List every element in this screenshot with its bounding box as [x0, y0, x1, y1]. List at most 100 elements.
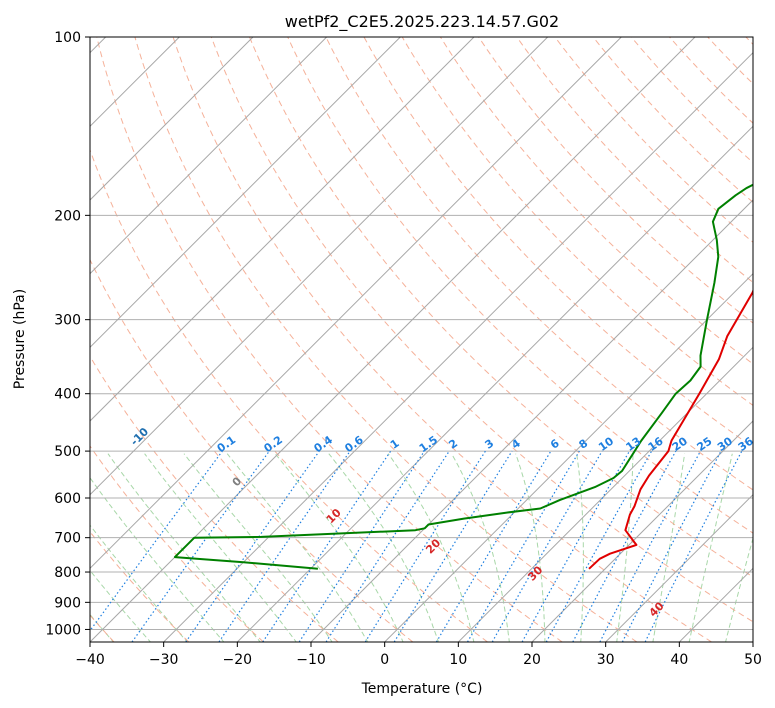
mixing-ratio-line: [298, 450, 425, 642]
mixing-ratio-lines: [90, 450, 743, 642]
dry-adiabat-line: [90, 148, 488, 642]
dry-adiabats: [90, 37, 753, 642]
x-tick-label: 50: [744, 652, 762, 668]
mixing-ratio-line: [435, 450, 552, 642]
isotherm-line: [90, 37, 254, 201]
dry-adiabat-line: [134, 37, 638, 642]
dry-adiabat-line: [90, 258, 414, 642]
moist-adiabats: [90, 453, 753, 642]
profile-series: [173, 183, 753, 570]
dry-adiabat-line: [554, 37, 753, 243]
mixing-ratio-label: 1.5: [417, 433, 440, 455]
x-tick-label: −10: [296, 652, 326, 668]
moist-adiabat-line: [688, 453, 733, 642]
x-tick-label: −20: [223, 652, 253, 668]
moist-adiabat-line: [576, 453, 584, 642]
x-tick-label: −30: [149, 652, 179, 668]
isotherm-line: [90, 37, 549, 496]
isotherm-line: [752, 641, 753, 642]
mixing-ratio-label: 2: [446, 437, 460, 452]
temperature-profile-line: [588, 288, 753, 570]
isotherm-line: [236, 125, 753, 642]
mixing-ratio-line: [572, 450, 677, 642]
isotherm-line: [531, 420, 753, 642]
mixing-ratio-line: [218, 450, 351, 642]
moist-adiabat-line: [328, 453, 440, 642]
isotherm-gridlines: [90, 37, 753, 642]
dry-adiabat-line: [172, 37, 712, 642]
dry-adiabat-line: [707, 37, 753, 85]
dry-adiabat-line: [325, 37, 753, 491]
dry-adiabat-line: [90, 531, 190, 642]
mixing-ratio-label: 36: [736, 434, 756, 454]
y-tick-label: 800: [54, 565, 81, 581]
mixing-ratio-line: [262, 450, 392, 642]
y-tick-label: 300: [54, 313, 81, 329]
dry-adiabat-label: 10: [324, 506, 344, 526]
isobar-gridlines: [90, 37, 753, 630]
mixing-ratio-line: [185, 450, 320, 642]
mixing-ratio-label: 0.1: [215, 433, 238, 455]
x-tick-label: 20: [523, 652, 541, 668]
dry-adiabat-line: [249, 37, 753, 578]
dry-adiabat-line: [210, 37, 753, 623]
dewpoint-profile-line: [173, 183, 753, 570]
isotherm-line: [90, 37, 475, 422]
isotherm-line: [90, 37, 328, 275]
moist-adiabat-line: [90, 476, 225, 642]
dry-adiabat-line: [439, 37, 753, 365]
dry-adiabat-line: [745, 37, 753, 46]
moist-adiabat-line: [725, 536, 753, 642]
y-tick-label: 900: [54, 595, 81, 611]
x-axis: −40 −30 −20 −10 0 10 20 30 40 50: [75, 642, 762, 668]
isotherm-line: [90, 37, 622, 570]
moist-adiabat-line: [387, 453, 475, 642]
isotherm-line: [310, 199, 753, 642]
y-tick-label: 400: [54, 387, 81, 403]
y-axis: 100 200 300 400 500 600 700 800 900 1000: [45, 30, 90, 638]
dry-adiabat-label: 30: [525, 563, 545, 583]
moist-adiabat-line: [90, 524, 188, 642]
mixing-ratio-label: 0.6: [342, 433, 366, 455]
moist-adiabat-line: [515, 453, 546, 642]
x-tick-label: 30: [597, 652, 615, 668]
isotherm-line: [90, 37, 401, 349]
isotherm-line: [605, 493, 753, 642]
moist-adiabat-line: [183, 453, 333, 642]
x-axis-label: Temperature (°C): [361, 681, 483, 697]
mixing-ratio-label: 4: [509, 437, 523, 452]
mixing-ratio-line: [90, 450, 223, 632]
isotherm-line: [384, 272, 753, 642]
mixing-ratio-line: [644, 450, 743, 642]
x-tick-label: 0: [380, 652, 389, 668]
y-tick-label: 700: [54, 531, 81, 547]
x-tick-label: −40: [75, 652, 105, 668]
dry-adiabat-line: [96, 37, 563, 642]
y-tick-label: 200: [54, 208, 81, 224]
isotherm-line: [457, 346, 753, 642]
dry-adiabat-line: [90, 355, 339, 642]
dry-adiabat-line: [516, 37, 753, 284]
mixing-ratio-label: 3: [483, 437, 497, 452]
mixing-ratio-line: [131, 450, 270, 642]
mixing-ratio-line: [325, 450, 450, 642]
isotherm-line: [678, 567, 753, 642]
mixing-ratio-line: [545, 450, 653, 642]
y-tick-label: 1000: [45, 622, 81, 638]
plot-frame: [89, 36, 754, 643]
mixing-ratio-label: 0.4: [312, 433, 336, 455]
dry-adiabat-label: 20: [423, 536, 443, 556]
isotherm-line: [163, 51, 753, 642]
dry-adiabat-line: [669, 37, 753, 124]
y-tick-label: 500: [54, 444, 81, 460]
mixing-ratio-label: 6: [548, 437, 562, 452]
mixing-ratio-line: [466, 450, 580, 642]
moist-adiabat-line: [274, 453, 404, 642]
moist-adiabat-line: [144, 453, 297, 642]
x-tick-label: 10: [449, 652, 467, 668]
y-tick-label: 100: [54, 30, 81, 46]
x-tick-label: 40: [670, 652, 688, 668]
chart-title: wetPf2_C2E5.2025.223.14.57.G02: [285, 12, 559, 32]
mixing-ratio-label: 0.2: [262, 433, 285, 455]
